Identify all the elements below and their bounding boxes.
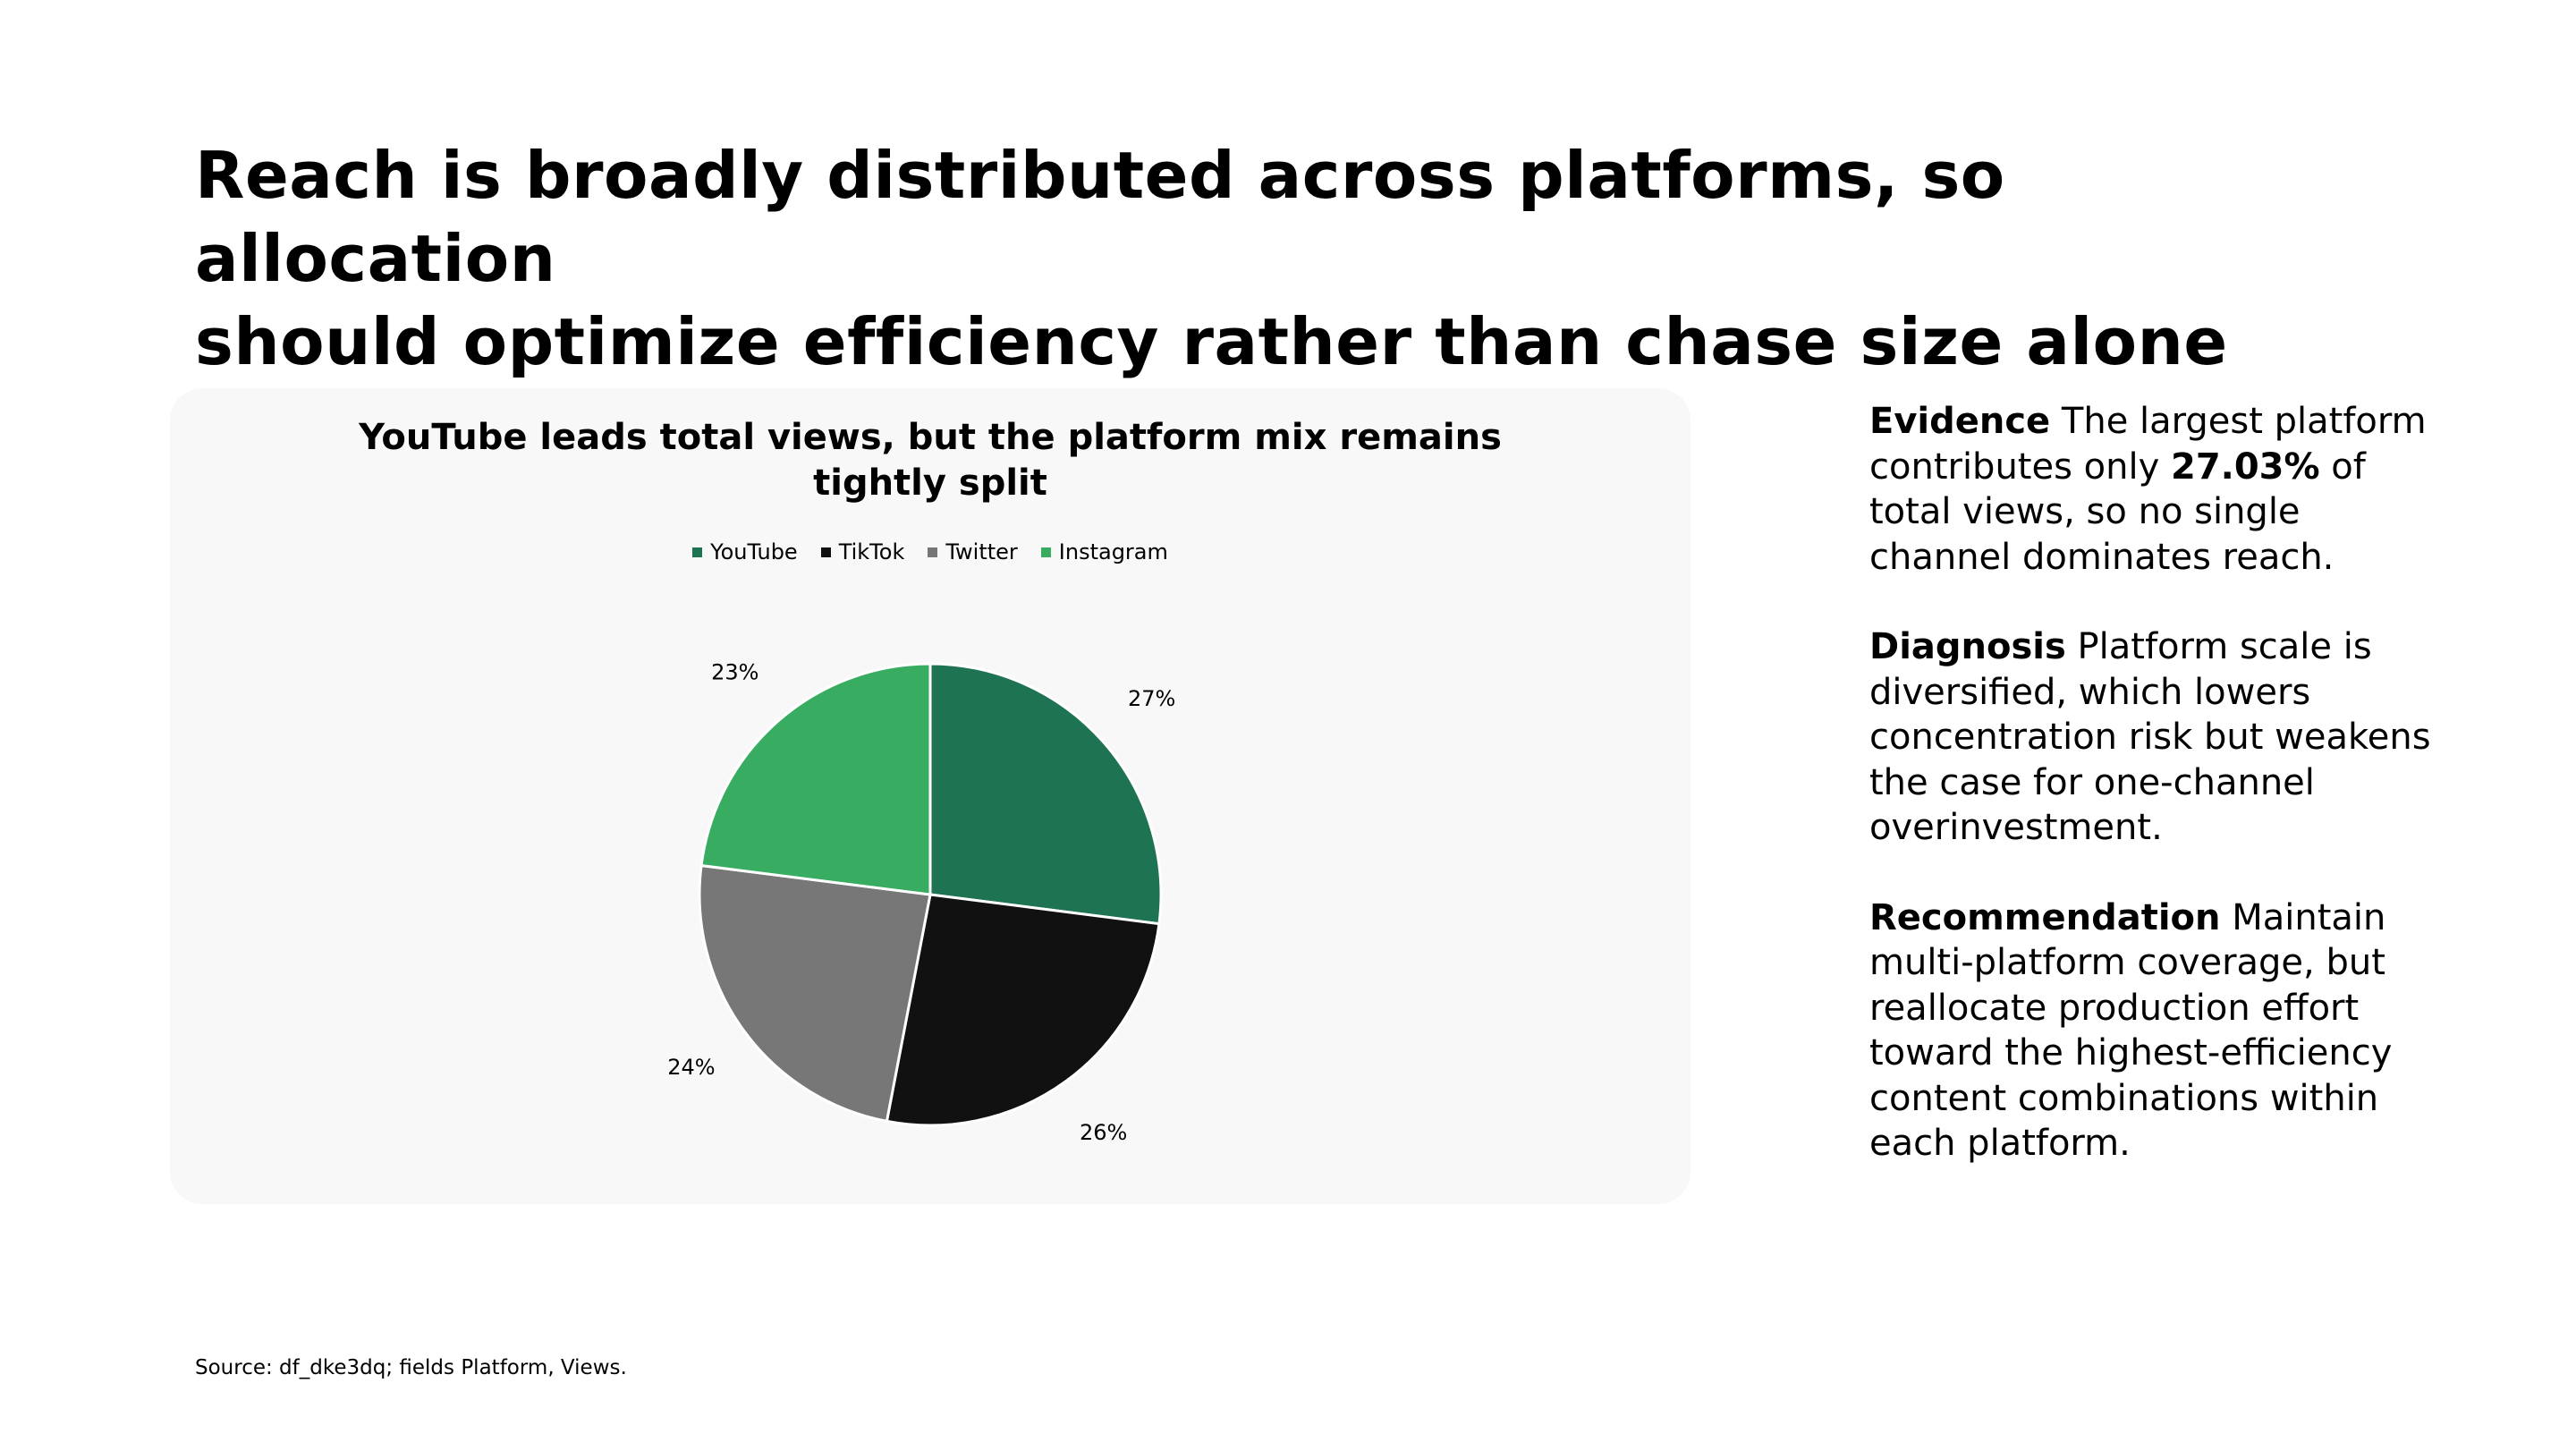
source-note: Source: df_dke3dq; fields Platform, View… bbox=[195, 1356, 627, 1379]
evidence-text-pre: The largest platform contributes only bbox=[1869, 401, 2427, 488]
headline-line-2: should optimize efficiency rather than c… bbox=[195, 304, 2228, 379]
legend-swatch-instagram bbox=[1040, 547, 1051, 557]
evidence-block: Evidence The largest platform contribute… bbox=[1869, 399, 2442, 580]
evidence-label: Evidence bbox=[1869, 401, 2051, 442]
chart-card: YouTube leads total views, but the platf… bbox=[170, 388, 1690, 1204]
chart-title-line-1: YouTube leads total views, but the platf… bbox=[359, 417, 1502, 458]
diagnosis-block: Diagnosis Platform scale is diversified,… bbox=[1869, 624, 2442, 851]
legend-item-twitter: Twitter bbox=[928, 539, 1018, 565]
insight-panel: Evidence The largest platform contribute… bbox=[1869, 399, 2442, 1211]
pie-label-youtube: 27% bbox=[1128, 686, 1175, 711]
pie-label-tiktok: 26% bbox=[1080, 1120, 1127, 1145]
headline-line-1: Reach is broadly distributed across plat… bbox=[195, 138, 2005, 296]
legend-item-instagram: Instagram bbox=[1040, 539, 1168, 565]
legend-item-youtube: YouTube bbox=[692, 539, 798, 565]
pie-slice-instagram bbox=[699, 662, 932, 896]
legend-label-twitter: Twitter bbox=[945, 539, 1018, 564]
diagnosis-text: Platform scale is diversified, which low… bbox=[1869, 626, 2431, 848]
pie-slice-twitter bbox=[698, 863, 932, 1124]
chart-legend: YouTube TikTok Twitter Instagram bbox=[170, 539, 1690, 565]
legend-label-youtube: YouTube bbox=[710, 539, 798, 564]
legend-label-tiktok: TikTok bbox=[838, 539, 905, 564]
chart-title: YouTube leads total views, but the platf… bbox=[170, 415, 1690, 506]
legend-swatch-youtube bbox=[692, 547, 703, 557]
pie-slice-tiktok bbox=[885, 893, 1161, 1127]
evidence-text-post: of total views, so no single channel dom… bbox=[1869, 445, 2366, 578]
pie-label-twitter: 24% bbox=[667, 1055, 715, 1080]
recommendation-text: Maintain multi-platform coverage, but re… bbox=[1869, 896, 2393, 1165]
recommendation-block: Recommendation Maintain multi-platform c… bbox=[1869, 895, 2442, 1167]
slide-headline: Reach is broadly distributed across plat… bbox=[195, 134, 2342, 384]
legend-swatch-tiktok bbox=[820, 547, 831, 557]
recommendation-label: Recommendation bbox=[1869, 896, 2221, 938]
evidence-highlight: 27.03% bbox=[2170, 445, 2320, 488]
legend-item-tiktok: TikTok bbox=[820, 539, 905, 565]
legend-swatch-twitter bbox=[928, 547, 938, 557]
pie-slice-youtube bbox=[928, 662, 1163, 926]
pie-label-instagram: 23% bbox=[711, 659, 758, 684]
pie-chart: 27% 26% 24% 23% bbox=[667, 659, 1175, 1145]
diagnosis-label: Diagnosis bbox=[1869, 626, 2066, 667]
chart-title-line-2: tightly split bbox=[813, 462, 1047, 504]
legend-label-instagram: Instagram bbox=[1058, 539, 1168, 564]
